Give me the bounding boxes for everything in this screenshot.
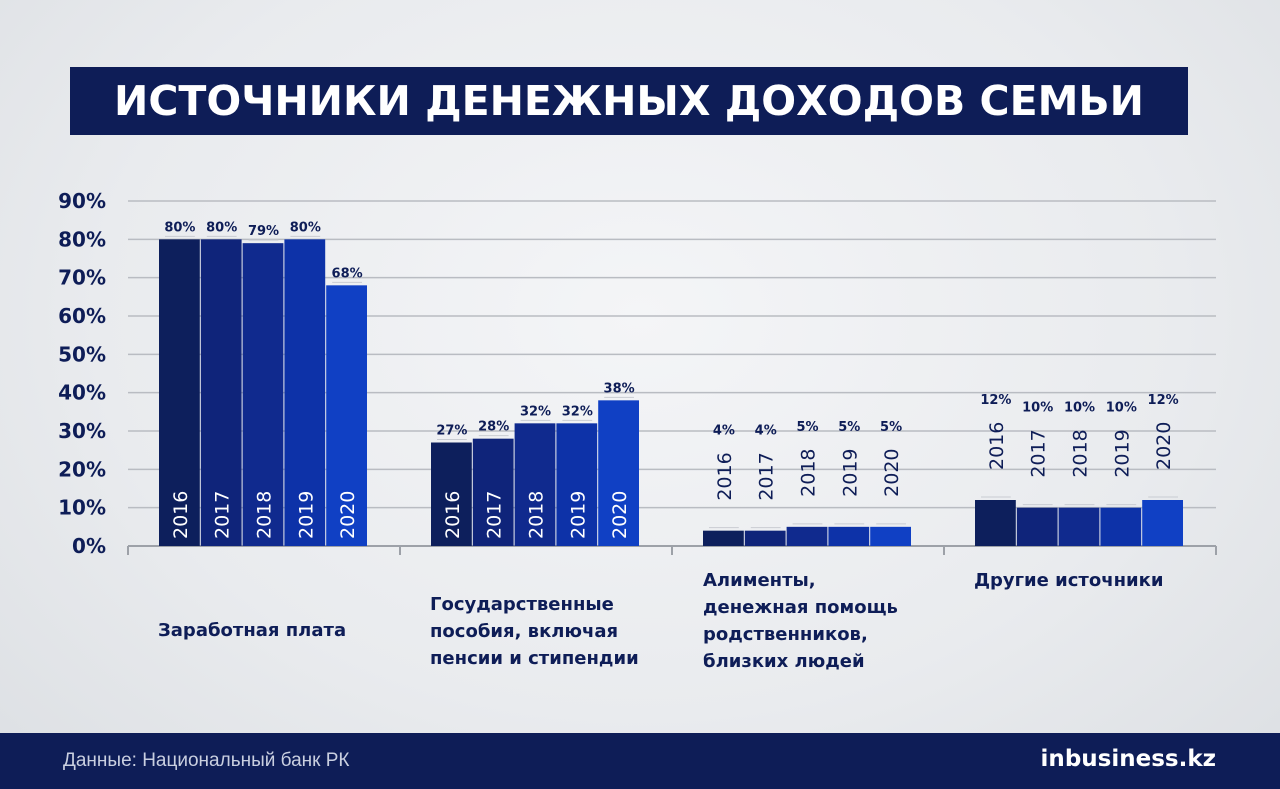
bar	[556, 423, 598, 546]
bar	[598, 400, 639, 546]
y-tick-label: 30%	[58, 419, 106, 443]
year-label: 2019	[839, 448, 861, 496]
year-label: 2017	[484, 491, 506, 539]
data-label: 10%	[1064, 401, 1095, 416]
year-label: 2018	[526, 491, 548, 539]
year-label: 2019	[295, 491, 317, 539]
data-label: 10%	[1022, 401, 1053, 416]
year-label: 2016	[986, 422, 1008, 470]
year-label: 2017	[212, 491, 234, 539]
category-label-benefits: Государственные пособия, включая пенсии …	[430, 594, 639, 669]
year-label: 2018	[798, 448, 820, 496]
bar	[431, 442, 472, 546]
bar	[242, 243, 284, 546]
data-label: 80%	[206, 220, 237, 235]
bar-chart: 0% 10% 20% 30% 40% 50% 60% 70% 80% 90% 80% 2016 80% 2…	[58, 189, 1217, 558]
bar	[828, 526, 870, 546]
data-label: 27%	[436, 424, 467, 439]
data-label: 5%	[880, 420, 902, 435]
y-tick-label: 80%	[58, 227, 106, 251]
data-label: 12%	[1148, 393, 1179, 408]
bar	[744, 530, 786, 546]
year-label: 2020	[337, 491, 359, 539]
source-note: Данные: Национальный банк РК	[63, 750, 350, 771]
bar	[1058, 507, 1100, 546]
data-label: 12%	[980, 393, 1011, 408]
data-label: 68%	[332, 266, 363, 281]
data-label: 80%	[290, 220, 321, 235]
year-label: 2020	[881, 448, 903, 496]
bar	[786, 526, 828, 546]
bar	[1016, 507, 1058, 546]
data-label: 28%	[478, 420, 509, 435]
year-label: 2020	[609, 491, 631, 539]
bar	[200, 239, 242, 547]
category-label-salary: Заработная плата	[158, 620, 347, 641]
data-label: 5%	[838, 420, 860, 435]
y-tick-label: 60%	[58, 304, 106, 328]
year-label: 2018	[1070, 429, 1092, 477]
year-label: 2020	[1153, 422, 1175, 470]
data-label: 80%	[164, 220, 195, 235]
footer: Данные: Национальный банк РК inbusiness.…	[0, 733, 1280, 789]
year-label: 2016	[714, 452, 736, 500]
bar	[159, 239, 200, 547]
y-tick-label: 40%	[58, 381, 106, 405]
y-tick-label: 10%	[58, 496, 106, 520]
year-label: 2018	[254, 491, 276, 539]
y-tick-label: 50%	[58, 342, 106, 366]
y-tick-label: 70%	[58, 266, 106, 290]
chart-title: ИСТОЧНИКИ ДЕНЕЖНЫХ ДОХОДОВ СЕМЬИ	[70, 67, 1188, 135]
brand-prefix: in	[1040, 746, 1065, 772]
year-label: 2016	[170, 491, 192, 539]
data-label: 10%	[1106, 401, 1137, 416]
bar	[514, 423, 556, 546]
year-label: 2019	[1111, 429, 1133, 477]
bar	[975, 500, 1016, 546]
bar	[703, 530, 744, 546]
y-tick-label: 90%	[58, 189, 106, 213]
bar	[284, 239, 326, 547]
data-label: 32%	[520, 404, 551, 419]
category-label-other: Другие источники	[974, 570, 1164, 591]
data-label: 79%	[248, 224, 279, 239]
category-label-alimony: Алименты, денежная помощь родственников,…	[703, 570, 898, 672]
bar	[326, 285, 367, 546]
data-label: 4%	[755, 424, 777, 439]
data-label: 5%	[796, 420, 818, 435]
year-label: 2017	[1028, 429, 1050, 477]
data-label: 4%	[713, 424, 735, 439]
year-label: 2017	[756, 452, 778, 500]
year-label: 2016	[442, 491, 464, 539]
brand-name: business.kz	[1064, 746, 1216, 772]
bar	[870, 526, 911, 546]
y-tick-label: 20%	[58, 457, 106, 481]
data-label: 32%	[562, 404, 593, 419]
year-label: 2019	[567, 491, 589, 539]
brand-logo: inbusiness.kz	[1041, 746, 1216, 772]
data-label: 38%	[604, 381, 635, 396]
bar	[472, 438, 514, 546]
y-tick-label: 0%	[72, 534, 106, 558]
bar	[1100, 507, 1142, 546]
bar	[1142, 500, 1183, 546]
